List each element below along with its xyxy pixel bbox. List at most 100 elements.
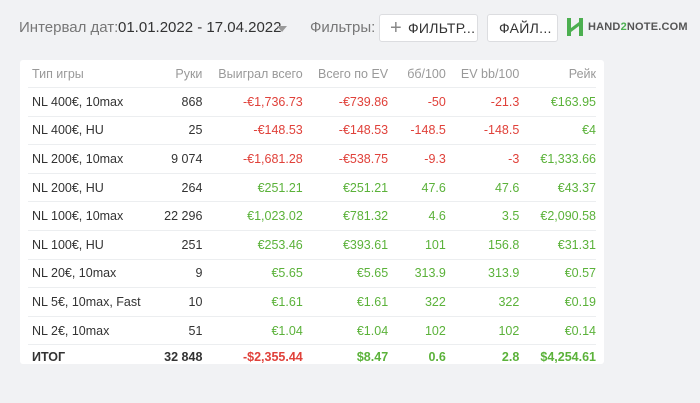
filters-label: Фильтры: <box>310 19 376 36</box>
cell-ev-total: €393.61 <box>302 229 389 260</box>
col-header-type[interactable]: Тип игры <box>28 60 157 88</box>
cell-hands: 264 <box>156 172 203 202</box>
cell-game-type: NL 100€, HU <box>28 229 157 260</box>
logo-icon <box>567 18 583 36</box>
file-button[interactable]: ФАЙЛ... <box>487 14 558 42</box>
table-header-row: Тип игры Руки Выиграл всего Всего по EV … <box>28 60 596 88</box>
cell-hands: 25 <box>156 115 203 145</box>
cell-rake: €4 <box>519 115 596 145</box>
plus-icon: + <box>390 17 402 39</box>
total-hands: 32 848 <box>156 344 203 370</box>
cell-won-total: €1.61 <box>202 287 303 317</box>
col-header-hands[interactable]: Руки <box>156 60 203 88</box>
cell-hands: 51 <box>156 315 203 345</box>
col-header-bb100[interactable]: бб/100 <box>388 60 446 88</box>
cell-bb100: -50 <box>388 87 446 117</box>
table-row[interactable]: NL 200€, HU 264 €251.21 €251.21 47.6 47.6 €43.… <box>28 172 596 202</box>
col-header-ev[interactable]: Всего по EV <box>302 60 389 88</box>
cell-hands: 22 296 <box>156 201 203 231</box>
table-row[interactable]: NL 20€, 10max 9 €5.65 €5.65 313.9 313.9 €0.57 <box>28 258 596 288</box>
cell-game-type: NL 200€, HU <box>28 172 157 202</box>
add-filter-button[interactable]: + ФИЛЬТР... <box>379 14 478 42</box>
cell-won-total: -€1,736.73 <box>202 87 303 117</box>
cell-won-total: €251.21 <box>202 172 303 202</box>
cell-won-total: €1,023.02 <box>202 201 303 231</box>
cell-ev-total: -€538.75 <box>302 144 389 174</box>
cell-ev-bb100: 47.6 <box>445 172 520 202</box>
total-row: ИТОГ 32 848 -$2,355.44 $8.47 0.6 2.8 $4,254.61 <box>28 344 596 370</box>
cell-bb100: 4.6 <box>388 201 446 231</box>
cell-rake: €0.19 <box>519 287 596 317</box>
table-row[interactable]: NL 5€, 10max, Fast 10 €1.61 €1.61 322 322 €0.1… <box>28 287 596 317</box>
cell-ev-bb100: 156.8 <box>445 229 520 260</box>
cell-bb100: 102 <box>388 315 446 345</box>
cell-ev-bb100: 322 <box>445 287 520 317</box>
chevron-down-icon[interactable] <box>277 26 287 32</box>
cell-bb100: 101 <box>388 229 446 260</box>
cell-ev-bb100: 102 <box>445 315 520 345</box>
total-ev-bb100: 2.8 <box>445 344 520 370</box>
cell-won-total: €253.46 <box>202 229 303 260</box>
col-header-won[interactable]: Выиграл всего <box>202 60 303 88</box>
cell-ev-total: -€739.86 <box>302 87 389 117</box>
date-range-label: Интервал дат: <box>19 19 119 36</box>
cell-rake: €0.57 <box>519 258 596 288</box>
cell-game-type: NL 200€, 10max <box>28 144 157 174</box>
date-range-selector[interactable]: 01.01.2022 - 17.04.2022 <box>118 19 282 36</box>
table-row[interactable]: NL 400€, HU 25 -€148.53 -€148.53 -148.5 -148.… <box>28 115 596 145</box>
cell-won-total: €5.65 <box>202 258 303 288</box>
cell-ev-bb100: -148.5 <box>445 115 520 145</box>
cell-rake: €0.14 <box>519 315 596 345</box>
cell-ev-total: €781.32 <box>302 201 389 231</box>
cell-bb100: 313.9 <box>388 258 446 288</box>
total-game-type: ИТОГ <box>28 344 157 370</box>
cell-ev-total: €251.21 <box>302 172 389 202</box>
cell-won-total: -€1,681.28 <box>202 144 303 174</box>
cell-bb100: -148.5 <box>388 115 446 145</box>
cell-won-total: -€148.53 <box>202 115 303 145</box>
cell-bb100: -9.3 <box>388 144 446 174</box>
table-row[interactable]: NL 400€, 10max 868 -€1,736.73 -€739.86 -50 -2… <box>28 87 596 117</box>
cell-game-type: NL 5€, 10max, Fast <box>28 287 157 317</box>
cell-game-type: NL 100€, 10max <box>28 201 157 231</box>
cell-ev-bb100: 3.5 <box>445 201 520 231</box>
total-rake: $4,254.61 <box>519 344 596 370</box>
total-won-total: -$2,355.44 <box>202 344 303 370</box>
cell-rake: €1,333.66 <box>519 144 596 174</box>
cell-rake: €43.37 <box>519 172 596 202</box>
cell-ev-total: €1.61 <box>302 287 389 317</box>
cell-bb100: 47.6 <box>388 172 446 202</box>
table-row[interactable]: NL 100€, 10max 22 296 €1,023.02 €781.32 4.6 3… <box>28 201 596 231</box>
cell-hands: 251 <box>156 229 203 260</box>
cell-hands: 10 <box>156 287 203 317</box>
col-header-rake[interactable]: Рейк <box>519 60 596 88</box>
total-bb100: 0.6 <box>388 344 446 370</box>
cell-hands: 868 <box>156 87 203 117</box>
total-ev-total: $8.47 <box>302 344 389 370</box>
cell-game-type: NL 400€, HU <box>28 115 157 145</box>
cell-ev-bb100: -3 <box>445 144 520 174</box>
cell-ev-total: €5.65 <box>302 258 389 288</box>
cell-bb100: 322 <box>388 287 446 317</box>
results-card: Тип игры Руки Выиграл всего Всего по EV … <box>20 60 604 370</box>
brand-logo: HAND2NOTE.COM <box>566 17 688 37</box>
cell-game-type: NL 2€, 10max <box>28 315 157 345</box>
cell-rake: €31.31 <box>519 229 596 260</box>
cell-game-type: NL 400€, 10max <box>28 87 157 117</box>
cell-game-type: NL 20€, 10max <box>28 258 157 288</box>
results-table: Тип игры Руки Выиграл всего Всего по EV … <box>28 60 596 370</box>
file-button-label: ФАЙЛ... <box>499 20 552 36</box>
toolbar: Интервал дат: 01.01.2022 - 17.04.2022 Фи… <box>0 0 700 58</box>
cell-ev-bb100: -21.3 <box>445 87 520 117</box>
table-row[interactable]: NL 200€, 10max 9 074 -€1,681.28 -€538.75 -9.… <box>28 144 596 174</box>
cell-hands: 9 <box>156 258 203 288</box>
cell-ev-bb100: 313.9 <box>445 258 520 288</box>
cell-rake: €2,090.58 <box>519 201 596 231</box>
cell-won-total: €1.04 <box>202 315 303 345</box>
table-row[interactable]: NL 2€, 10max 51 €1.04 €1.04 102 102 €0.14 <box>28 315 596 345</box>
table-row[interactable]: NL 100€, HU 251 €253.46 €393.61 101 156.8 €31.… <box>28 229 596 260</box>
cell-ev-total: -€148.53 <box>302 115 389 145</box>
cell-ev-total: €1.04 <box>302 315 389 345</box>
cell-rake: €163.95 <box>519 87 596 117</box>
col-header-evbb100[interactable]: EV bb/100 <box>445 60 520 88</box>
